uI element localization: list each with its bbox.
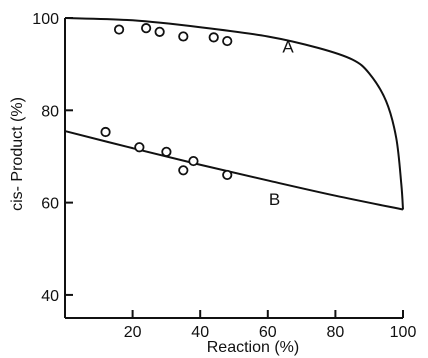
x-tick-label: 20	[124, 324, 142, 341]
x-tick-label: 40	[191, 324, 209, 341]
point-b	[222, 169, 233, 181]
point-b	[161, 146, 172, 157]
point-a	[178, 31, 189, 42]
y-axis-title: cis- Product (%)	[9, 97, 26, 211]
label-b: B	[269, 190, 280, 209]
data-points	[100, 23, 233, 181]
curve-b	[64, 130, 404, 211]
x-axis-title: Reaction (%)	[207, 339, 299, 356]
x-tick-label: 80	[327, 324, 345, 341]
point-b	[188, 155, 199, 167]
point-b	[178, 165, 189, 176]
y-tick-label: 100	[32, 11, 59, 28]
point-a	[222, 35, 233, 47]
curves	[64, 17, 404, 211]
y-tick-label: 80	[41, 103, 59, 120]
point-b	[100, 126, 111, 138]
axes	[64, 18, 403, 319]
y-tick-label: 40	[41, 288, 59, 305]
labels: AB	[269, 38, 295, 209]
label-a: A	[282, 38, 294, 57]
x-tick-label: 100	[390, 324, 417, 341]
curve-a	[64, 17, 404, 210]
point-a	[113, 24, 125, 35]
point-a	[154, 26, 165, 37]
ticks: 40 60 80 100 20 40 60 80 100	[32, 11, 416, 341]
y-tick-label: 60	[41, 196, 59, 213]
x-tick-label: 60	[259, 324, 277, 341]
point-a	[208, 32, 219, 43]
point-a	[141, 23, 152, 34]
point-b	[134, 142, 145, 153]
